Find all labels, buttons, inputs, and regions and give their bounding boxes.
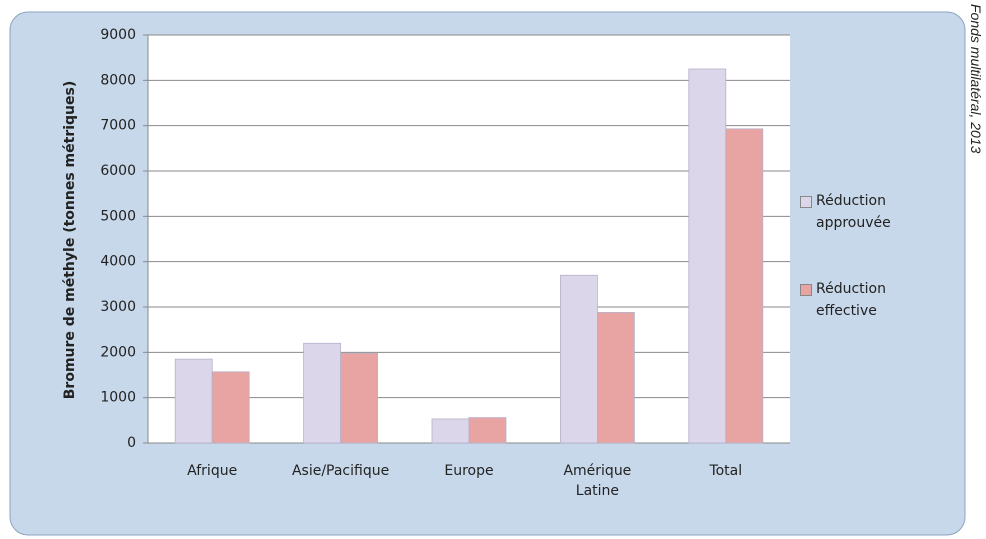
y-tick-label: 2000 (100, 344, 136, 360)
legend-entry: Réduction effective (800, 278, 926, 322)
bar (174, 358, 213, 444)
bar (211, 371, 250, 444)
legend-swatch (800, 284, 812, 296)
legend-label: Réduction effective (816, 281, 886, 319)
x-tick-label: Afrique (187, 463, 238, 479)
y-tick-label: 6000 (100, 163, 136, 179)
y-tick-label: 9000 (100, 27, 136, 43)
y-tick-label: 3000 (100, 299, 136, 315)
y-tick-label: 5000 (100, 208, 136, 224)
bar (303, 342, 342, 444)
bar (597, 312, 635, 444)
x-tick-label: Europe (444, 463, 494, 479)
legend-label: Réduction approuvée (816, 193, 891, 231)
y-tick-label: 8000 (100, 72, 136, 88)
x-tick-label: Total (709, 463, 743, 479)
legend-swatch (800, 196, 812, 208)
bar (688, 68, 727, 444)
source-note: Fonds multilatéral, 2013 (968, 4, 984, 154)
bar (340, 352, 379, 444)
y-tick-label: 0 (127, 435, 136, 451)
y-axis-title: Bromure de méthyle (tonnes métriques) (62, 81, 78, 400)
bar (560, 274, 598, 444)
y-tick-label: 1000 (100, 390, 136, 406)
legend-entry: Réduction approuvée (800, 190, 926, 234)
x-tick-label: Asie/Pacifique (291, 463, 390, 479)
plot-area (148, 35, 790, 443)
y-tick-label: 7000 (100, 118, 136, 134)
bar (725, 128, 764, 444)
x-tick-label: Amérique Latine (563, 463, 632, 499)
y-tick-label: 4000 (100, 254, 136, 270)
bar (468, 417, 507, 444)
bar (431, 418, 470, 444)
